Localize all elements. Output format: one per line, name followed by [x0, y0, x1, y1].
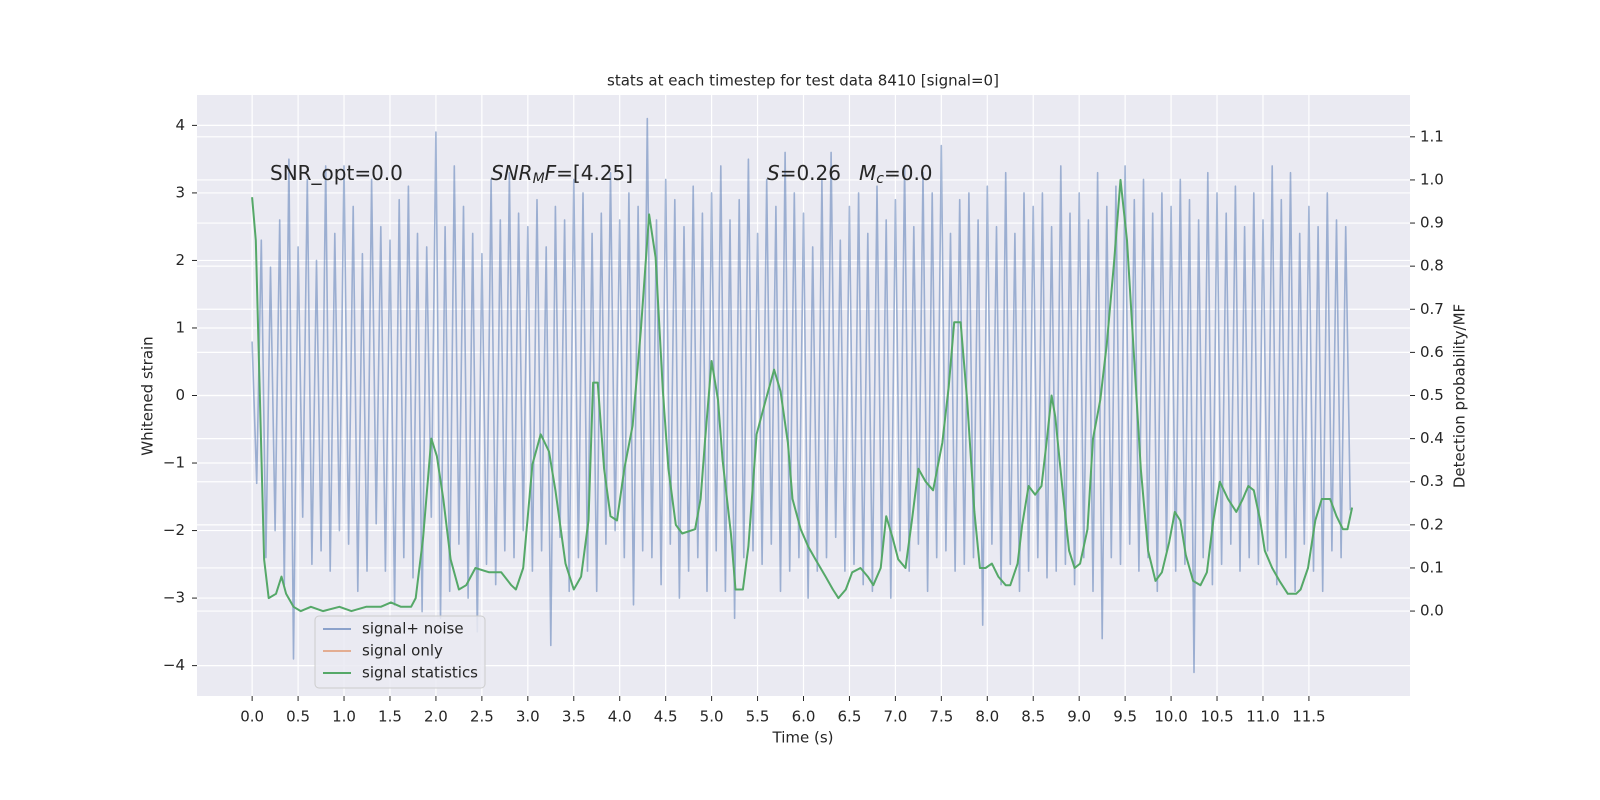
- annotation-text: F: [545, 161, 557, 185]
- x-tick-label: 3.0: [516, 708, 540, 726]
- y2-tick-label: 0.6: [1420, 343, 1444, 361]
- annotation-text: M: [859, 161, 876, 185]
- x-tick-label: 1.0: [332, 708, 356, 726]
- x-tick-label: 0.5: [286, 708, 310, 726]
- x-axis-label: Time (s): [772, 729, 834, 747]
- x-tick-label: 5.0: [700, 708, 724, 726]
- legend-label: signal only: [362, 642, 443, 660]
- x-tick-label: 11.0: [1246, 708, 1279, 726]
- y-tick-label: −2: [163, 521, 185, 539]
- annotation: SNR_opt=0.0: [270, 161, 403, 185]
- annotation-text: =0.0: [884, 161, 933, 185]
- x-tick-label: 2.0: [424, 708, 448, 726]
- x-tick-label: 8.5: [1021, 708, 1045, 726]
- legend-box: [314, 615, 486, 689]
- annotation-subscript: c: [876, 171, 884, 187]
- x-tick-label: 3.5: [562, 708, 586, 726]
- y2-tick-label: 0.2: [1420, 515, 1444, 533]
- y2-tick-label: 0.4: [1420, 429, 1444, 447]
- x-tick-label: 7.5: [929, 708, 953, 726]
- chart-title: stats at each timestep for test data 841…: [607, 72, 999, 90]
- annotation-text: =0.26: [780, 161, 841, 185]
- y2-tick-label: 1.0: [1420, 170, 1444, 188]
- y-axis-label: Whitened strain: [139, 336, 157, 455]
- y2-axis-label: Detection probability/MF: [1451, 304, 1469, 488]
- legend: signal+ noise signal only signal statistic…: [314, 615, 486, 689]
- annotation: Mc=0.0: [859, 161, 933, 188]
- marks: [251, 117, 1354, 674]
- x-tick-label: 10.0: [1154, 708, 1187, 726]
- annotation-subscript: M: [533, 171, 545, 187]
- annotation-text: SNR_opt=0.0: [270, 161, 403, 185]
- x-tick-label: 4.0: [608, 708, 632, 726]
- y-tick-label: 1: [175, 318, 185, 336]
- y2-tick-label: 0.1: [1420, 558, 1444, 576]
- annotation-text: SNR: [491, 161, 533, 185]
- y2-tick-label: 1.1: [1420, 127, 1444, 145]
- annotation: S=0.26: [767, 161, 841, 185]
- x-tick-label: 2.5: [470, 708, 494, 726]
- y2-tick-label: 0.3: [1420, 472, 1444, 490]
- x-tick-label: 0.0: [240, 708, 264, 726]
- y-tick-label: 0: [175, 386, 185, 404]
- line-series: [251, 178, 1354, 613]
- x-tick-label: 5.5: [746, 708, 770, 726]
- legend-label: signal statistics: [362, 664, 478, 682]
- x-tick-label: 10.5: [1200, 708, 1233, 726]
- x-tick-label: 1.5: [378, 708, 402, 726]
- y2-tick-label: 0.8: [1420, 257, 1444, 275]
- legend-label: signal+ noise: [362, 620, 464, 638]
- y-tick-label: 4: [175, 116, 185, 134]
- annotation: SNRMF=[4.25]: [491, 161, 633, 188]
- y2-tick-label: 0.5: [1420, 386, 1444, 404]
- y2-tick-label: 0.0: [1420, 602, 1444, 620]
- y-tick-label: −1: [163, 454, 185, 472]
- x-tick-label: 9.5: [1113, 708, 1137, 726]
- y2-tick-label: 0.7: [1420, 300, 1444, 318]
- x-tick-label: 8.0: [975, 708, 999, 726]
- x-tick-label: 9.0: [1067, 708, 1091, 726]
- x-tick-label: 7.0: [883, 708, 907, 726]
- x-tick-label: 6.5: [838, 708, 862, 726]
- line-series: [251, 117, 1352, 674]
- y-tick-label: 2: [175, 251, 185, 269]
- y-tick-label: −4: [163, 656, 185, 674]
- annotation-text: =[4.25]: [556, 161, 633, 185]
- annotation-text: S: [767, 161, 780, 185]
- y2-tick-label: 0.9: [1420, 214, 1444, 232]
- y-tick-label: −3: [163, 589, 185, 607]
- y-tick-label: 3: [175, 183, 185, 201]
- x-tick-label: 6.0: [792, 708, 816, 726]
- x-tick-label: 4.5: [654, 708, 678, 726]
- x-tick-label: 11.5: [1292, 708, 1325, 726]
